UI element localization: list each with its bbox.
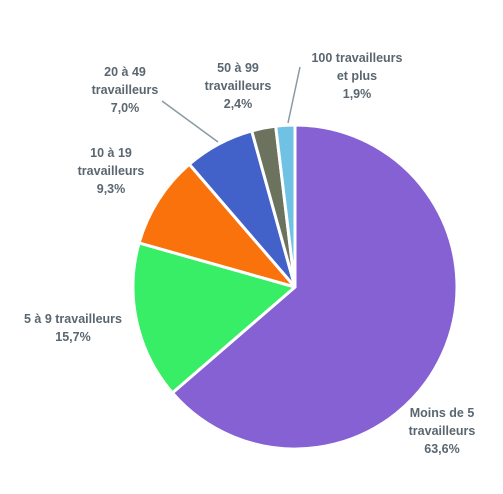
slice-label-line-2-1: travailleurs <box>78 164 145 178</box>
slice-label-2: 10 à 19 travailleurs 9,3% <box>78 146 145 196</box>
slice-label-5: 100 travailleurs et plus 1,9% <box>311 51 402 101</box>
slice-label-1: 5 à 9 travailleurs 15,7% <box>24 312 122 344</box>
slice-label-4: 50 à 99 travailleurs 2,4% <box>205 61 272 111</box>
slice-label-line-0-1: travailleurs <box>409 424 476 438</box>
leader-line-5 <box>287 66 301 124</box>
slice-value-label-4: 2,4% <box>224 97 253 111</box>
slice-value-label-0: 63,6% <box>424 442 459 456</box>
slice-label-line-1-0: 5 à 9 travailleurs <box>24 312 122 326</box>
slice-label-line-3-0: 20 à 49 <box>104 65 146 79</box>
slice-value-label-2: 9,3% <box>97 182 126 196</box>
pie-slice-0 <box>170 123 459 451</box>
slice-label-0: Moins de 5 travailleurs 63,6% <box>409 406 476 456</box>
slice-value-label-1: 15,7% <box>55 330 90 344</box>
pie-slice-1 <box>131 241 297 395</box>
slice-value-label-5: 1,9% <box>343 87 372 101</box>
slice-label-line-3-1: travailleurs <box>92 83 159 97</box>
leader-line-3 <box>161 100 219 143</box>
slice-label-line-5-1: et plus <box>337 69 377 83</box>
slice-label-line-5-0: 100 travailleurs <box>311 51 402 65</box>
pie-slice-5 <box>274 123 297 289</box>
slice-label-3: 20 à 49 travailleurs 7,0% <box>92 65 159 115</box>
slice-label-line-2-0: 10 à 19 <box>90 146 132 160</box>
slice-label-line-0-0: Moins de 5 <box>410 406 475 420</box>
pie-slice-2 <box>137 162 297 289</box>
slice-label-line-4-1: travailleurs <box>205 79 272 93</box>
slice-label-line-4-0: 50 à 99 <box>217 61 259 75</box>
slice-value-label-3: 7,0% <box>111 101 140 115</box>
